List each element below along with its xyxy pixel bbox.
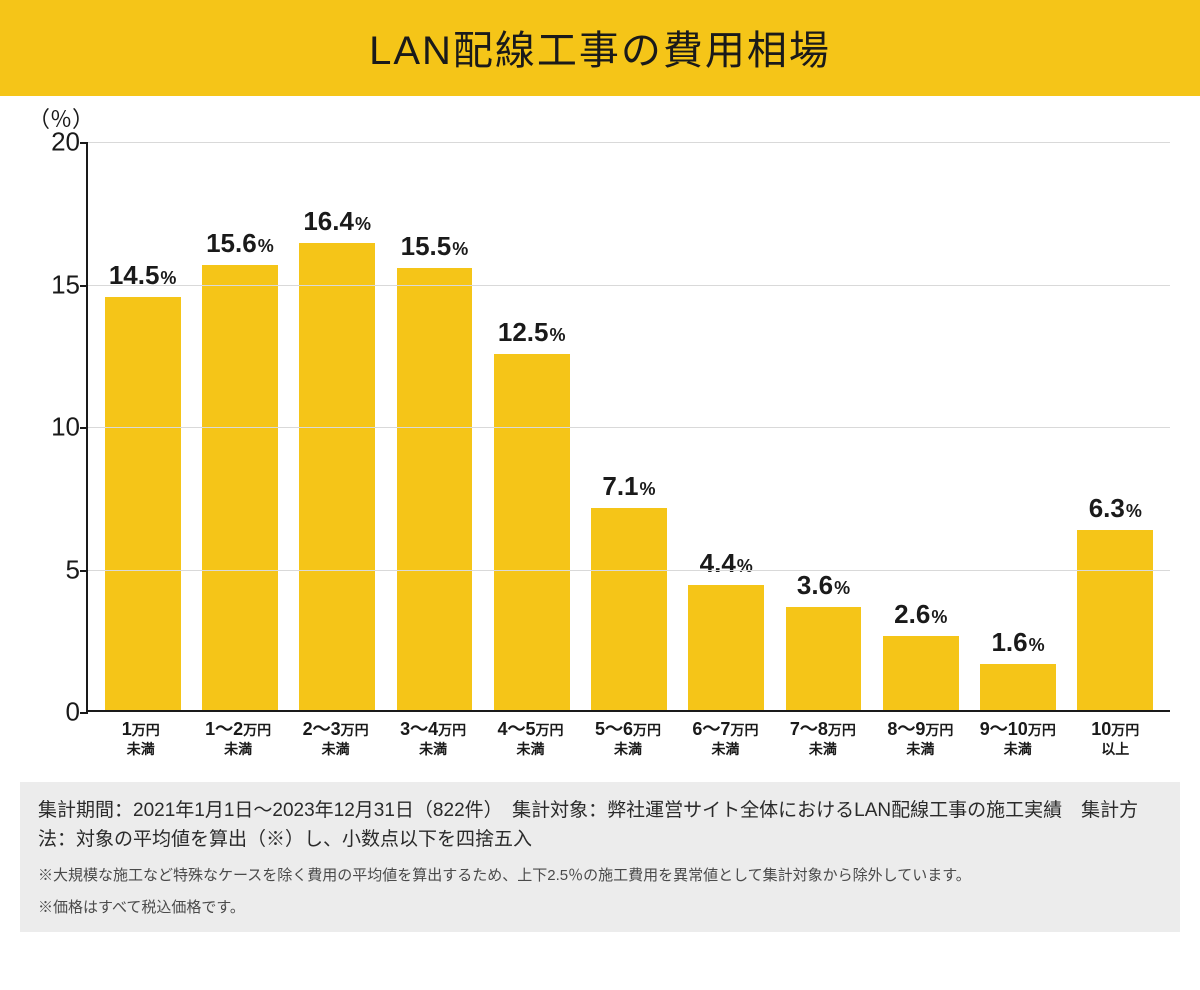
footer-note-2: ※価格はすべて税込価格です。 — [38, 897, 1162, 919]
bar-slot: 6.3% — [1067, 142, 1164, 710]
x-axis-category-label: 8～9万円未満 — [872, 718, 969, 758]
ytick-label: 15 — [38, 269, 80, 300]
bar — [494, 354, 570, 710]
bar-slot: 3.6% — [775, 142, 872, 710]
gridline — [88, 570, 1170, 571]
bar-slot: 16.4% — [289, 142, 386, 710]
bars-track: 14.5%15.6%16.4%15.5% 12.5% 7.1% 4.4%3.6%2.6… — [88, 142, 1170, 710]
bar-value-label: 3.6% — [775, 570, 872, 601]
bar-value-label: 15.5% — [386, 231, 483, 262]
bar-slot: 2.6% — [872, 142, 969, 710]
ytick-label: 10 — [38, 412, 80, 443]
ytick-mark — [80, 285, 88, 287]
bar — [688, 585, 764, 710]
x-axis-labels: 1万円未満1～2万円未満2～3万円未満3～4万円未満4～5万円未満5～6万円未満… — [86, 712, 1170, 758]
title-bar: LAN配線工事の費用相場 — [0, 0, 1200, 96]
bar — [591, 508, 667, 710]
bar — [299, 243, 375, 710]
bar — [883, 636, 959, 710]
ytick-label: 20 — [38, 127, 80, 158]
page-title: LAN配線工事の費用相場 — [0, 18, 1200, 76]
gridline — [88, 285, 1170, 286]
bar — [397, 268, 473, 710]
gridline — [88, 142, 1170, 143]
x-axis-category-label: 9～10万円未満 — [969, 718, 1066, 758]
bar — [980, 664, 1056, 710]
bar-slot: 15.5% — [386, 142, 483, 710]
x-axis-category-label: 6～7万円未満 — [677, 718, 774, 758]
bar-slot: 7.1% — [580, 142, 677, 710]
chart-container: （％） 14.5%15.6%16.4%15.5%12.5%7.1%4.4%3.6… — [20, 96, 1180, 758]
bar-value-label: 12.5% — [483, 317, 580, 348]
x-axis-category-label: 10万円以上 — [1067, 718, 1164, 758]
ytick-label: 5 — [38, 554, 80, 585]
plot-area: 14.5%15.6%16.4%15.5% 12.5% 7.1% 4.4%3.6%2.6… — [86, 142, 1170, 712]
bar-value-label: 7.1% — [580, 471, 677, 502]
x-axis-category-label: 1～2万円未満 — [189, 718, 286, 758]
bar-value-label: 4.4% — [678, 548, 775, 579]
bar-value-label: 2.6% — [872, 599, 969, 630]
bar — [786, 607, 862, 710]
x-axis-category-label: 2～3万円未満 — [287, 718, 384, 758]
bar-value-label: 6.3% — [1067, 493, 1164, 524]
ytick-mark — [80, 570, 88, 572]
bar-slot: 1.6% — [969, 142, 1066, 710]
x-axis-category-label: 4～5万円未満 — [482, 718, 579, 758]
gridline — [88, 427, 1170, 428]
ytick-mark — [80, 712, 88, 714]
bar-value-label: 1.6% — [969, 627, 1066, 658]
bar-value-label: 16.4% — [289, 206, 386, 237]
bar-slot: 14.5% — [94, 142, 191, 710]
bar — [105, 297, 181, 710]
footer-primary: 集計期間：2021年1月1日～2023年12月31日（822件） 集計対象：弊社… — [38, 796, 1162, 855]
x-axis-category-label: 7～8万円未満 — [774, 718, 871, 758]
ytick-label: 0 — [38, 697, 80, 728]
bar-slot: 4.4% — [678, 142, 775, 710]
bar — [202, 265, 278, 710]
footer-notes: 集計期間：2021年1月1日～2023年12月31日（822件） 集計対象：弊社… — [20, 782, 1180, 932]
bar-slot: 12.5% — [483, 142, 580, 710]
x-axis-category-label: 1万円未満 — [92, 718, 189, 758]
bar-value-label: 14.5% — [94, 260, 191, 291]
footer-note-1: ※大規模な施工など特殊なケースを除く費用の平均値を算出するため、上下2.5％の施… — [38, 865, 1162, 887]
x-axis-category-label: 5～6万円未満 — [579, 718, 676, 758]
ytick-mark — [80, 427, 88, 429]
x-axis-category-label: 3～4万円未満 — [384, 718, 481, 758]
bar-value-label: 15.6% — [191, 228, 288, 259]
bar-slot: 15.6% — [191, 142, 288, 710]
ytick-mark — [80, 142, 88, 144]
bar — [1077, 530, 1153, 710]
